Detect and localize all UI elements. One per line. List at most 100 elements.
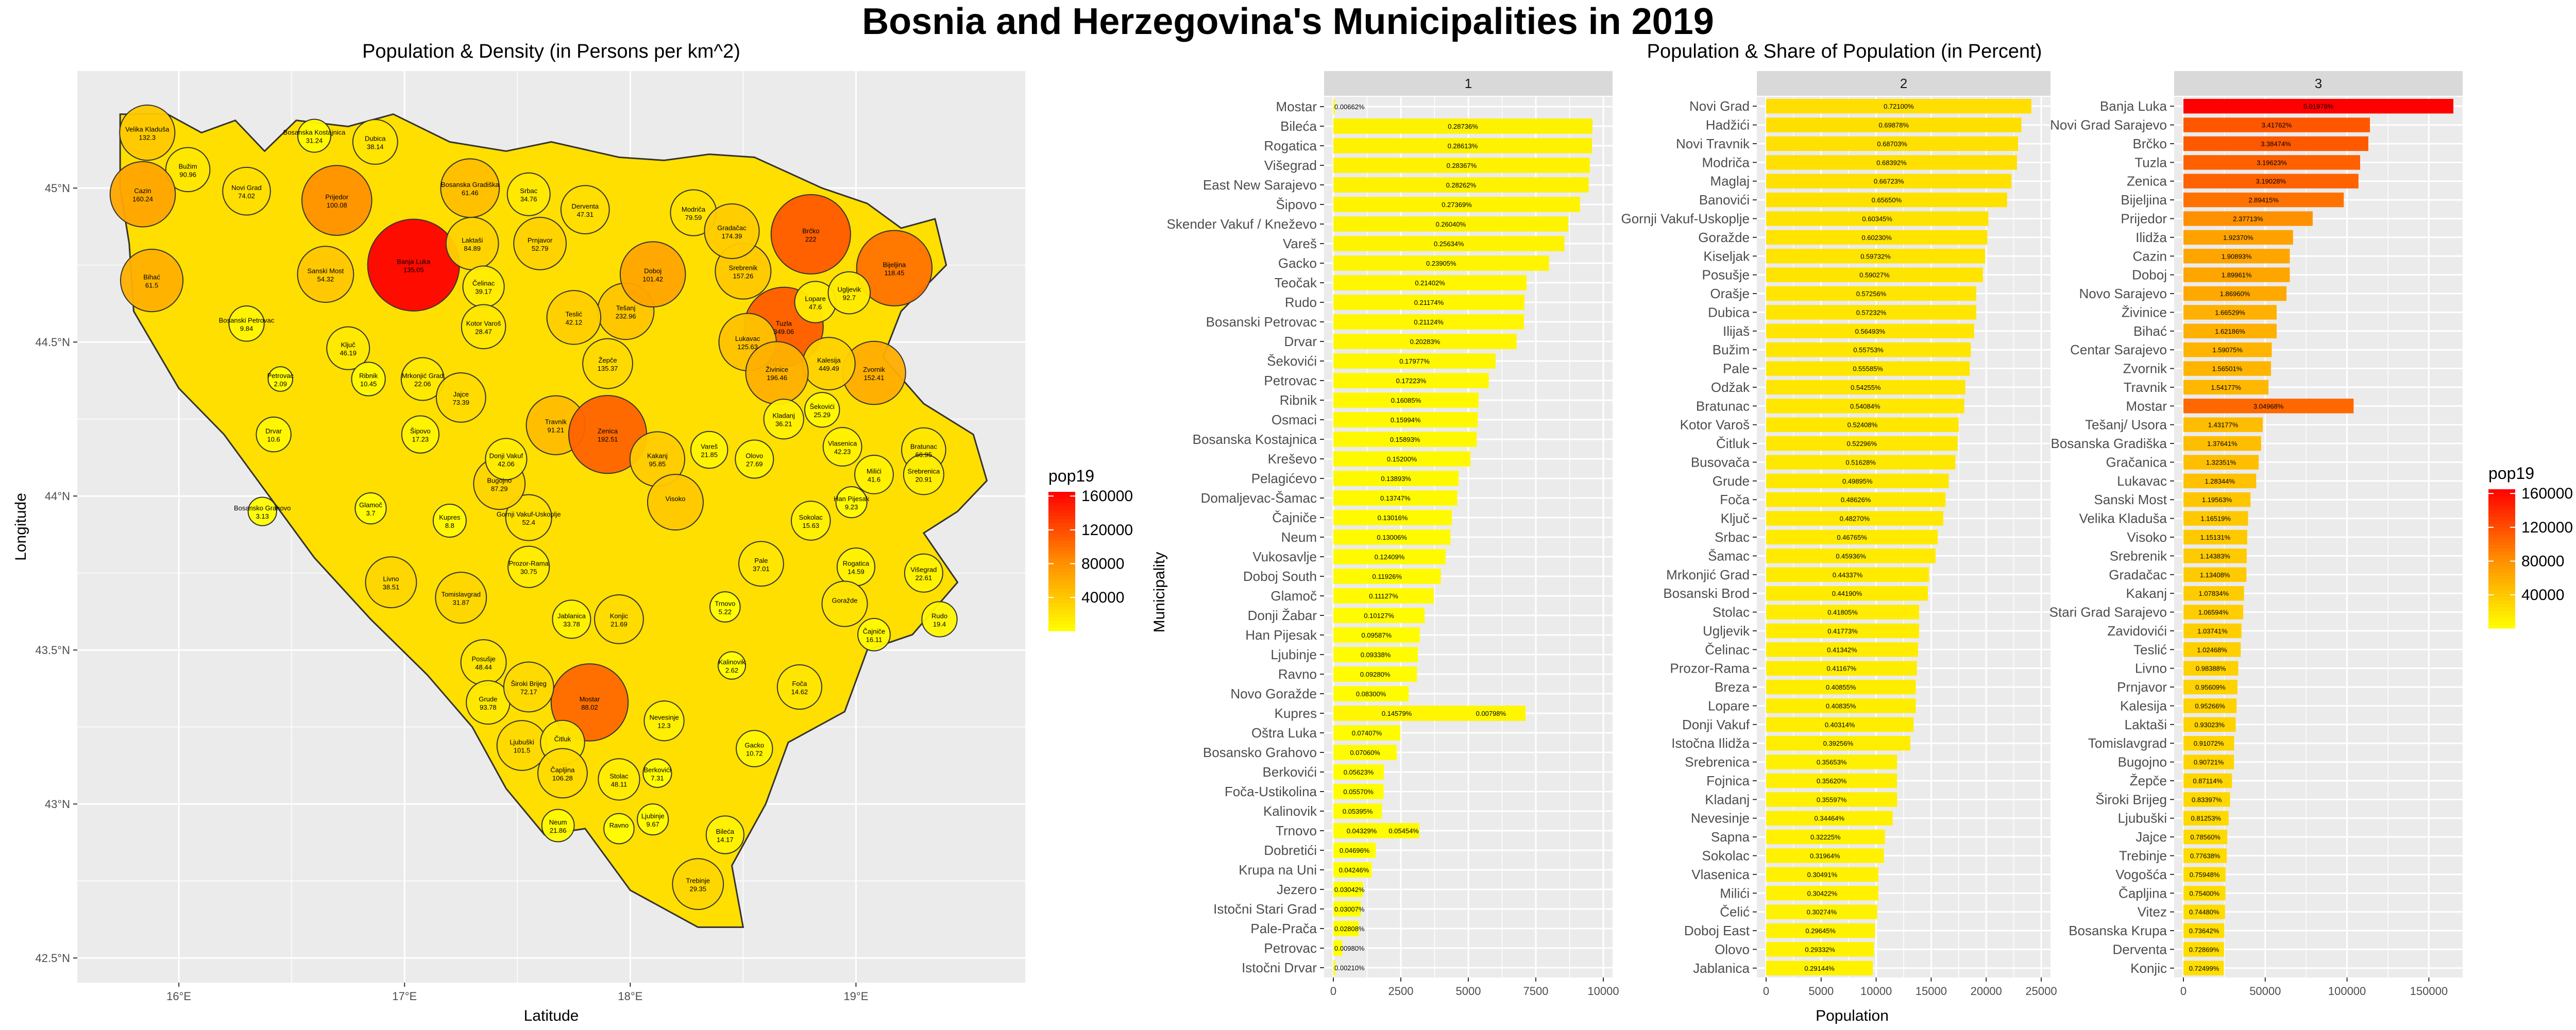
bar [1333, 275, 1527, 290]
municipality-label: Domaljevac-Šamac [1201, 490, 1317, 506]
municipality-density-label: 118.45 [885, 269, 905, 277]
municipality-region [704, 203, 760, 260]
municipality-region [119, 104, 176, 161]
municipality-region [165, 147, 211, 193]
bar [1333, 784, 1384, 799]
municipality-label: Stari Grad Sarajevo [2049, 605, 2167, 620]
municipality-label: Osmaci [1272, 412, 1317, 427]
map-legend-swatch [1048, 606, 1075, 611]
bar-value-label: 0.05395% [1343, 808, 1373, 815]
bar-value-label: 0.77638% [2190, 852, 2221, 860]
municipality-name-label: Bijeljina [883, 261, 906, 269]
municipality-region [598, 758, 640, 801]
bar [1766, 773, 1897, 788]
municipality-label: Banja Luka [2100, 98, 2167, 114]
bar-value-label: 0.35653% [1817, 759, 1847, 766]
municipality-density-label: 48.11 [611, 780, 628, 788]
municipality-label: Lukavac [2117, 473, 2167, 489]
municipality-label: Grude [1713, 473, 1750, 489]
bar [2183, 829, 2228, 845]
municipality-density-label: 93.78 [480, 703, 497, 711]
municipality-name-label: Brčko [802, 227, 819, 235]
municipality-label: Dubica [1708, 304, 1750, 320]
bar-value-label: 0.72499% [2189, 965, 2219, 972]
bar [2183, 267, 2290, 282]
municipality-label: Novi Grad [1689, 98, 1750, 114]
municipality-region [736, 730, 773, 767]
bar [1333, 451, 1471, 467]
bar-value-label: 0.28613% [1448, 142, 1478, 150]
municipality-name-label: Kladanj [773, 412, 795, 420]
bar-value-label: 1.62186% [2215, 328, 2245, 335]
bar-value-label: 0.65650% [1872, 196, 1902, 204]
facet-strip-label: 3 [2315, 76, 2322, 91]
municipality-density-label: 7.31 [651, 774, 664, 782]
map-y-tick-label: 42.5°N [35, 952, 70, 965]
municipality-name-label: Višegrad [910, 566, 937, 574]
municipality-density-label: 33.78 [563, 620, 580, 628]
municipality-name-label: Ravno [609, 821, 629, 829]
bar-value-label: 0.30491% [1807, 871, 1838, 879]
bar [1766, 829, 1885, 845]
bar [2183, 698, 2237, 713]
municipality-density-label: 36.21 [775, 420, 792, 428]
bar-legend-swatch [2488, 531, 2515, 535]
municipality-label: Doboj [2132, 267, 2167, 283]
municipality-name-label: Trnovo [715, 599, 735, 607]
municipality-name-label: Srebrenica [907, 467, 940, 475]
bar [1766, 586, 1928, 601]
bar-value-label: 0.05570% [1343, 788, 1374, 796]
bar [1766, 529, 1938, 545]
municipality-label: Goražde [1698, 230, 1750, 245]
bar-value-label: 0.31964% [1810, 852, 1840, 860]
municipality-density-label: 349.06 [773, 328, 794, 335]
municipality-label: Novi Grad Sarajevo [2050, 117, 2167, 133]
municipality-region [709, 591, 741, 623]
municipality-name-label: Teslić [566, 310, 583, 318]
bar-value-label: 1.54177% [2211, 384, 2241, 391]
municipality-region [505, 494, 552, 541]
municipality-label: Šipovo [1276, 197, 1317, 212]
bar-legend-swatch [2488, 617, 2515, 622]
bar-legend-swatch [2488, 593, 2515, 597]
municipality-label: Odžak [1711, 380, 1750, 395]
municipality-name-label: Prijedor [325, 193, 348, 201]
bar-value-label: 1.32351% [2206, 458, 2236, 466]
municipality-label: Donji Žabar [1248, 608, 1317, 623]
bar-legend-swatch [2488, 607, 2515, 611]
municipality-label: Kladanj [1705, 792, 1750, 807]
bar [1766, 399, 1964, 414]
bar [1766, 380, 1965, 395]
municipality-region [552, 599, 591, 639]
bar-value-label: 1.14383% [2200, 552, 2230, 560]
municipality-density-label: 192.51 [598, 436, 618, 443]
municipality-region [541, 809, 575, 843]
bar-value-label: 1.06594% [2198, 609, 2229, 616]
municipality-density-label: 28.47 [475, 328, 492, 335]
municipality-label: Tuzla [2134, 154, 2167, 170]
map-legend-swatch [1048, 564, 1075, 569]
bar-value-label: 0.68703% [1877, 140, 1907, 148]
bar [1766, 267, 1983, 282]
municipality-density-label: 21.69 [611, 620, 628, 628]
municipality-label: Trebinje [2119, 848, 2167, 864]
municipality-region [717, 651, 747, 680]
municipality-region [222, 166, 271, 216]
bar [1333, 432, 1477, 447]
municipality-name-label: Bileća [716, 828, 735, 835]
municipality-density-label: 9.84 [240, 324, 253, 332]
bar-legend-swatch [2488, 562, 2515, 566]
map-y-tick-label: 45°N [45, 182, 70, 195]
municipality-density-label: 14.17 [717, 836, 734, 844]
bar [1766, 567, 1929, 582]
municipality-name-label: Kalinovik [718, 658, 745, 666]
municipality-region [763, 399, 804, 440]
municipality-label: Pale [1723, 361, 1750, 376]
bar-value-label: 0.55585% [1853, 365, 1883, 373]
municipality-label: Skender Vakuf / Kneževo [1167, 216, 1317, 232]
municipality-region [642, 758, 672, 788]
municipality-density-label: 42.12 [566, 318, 583, 326]
municipality-label: Gradačac [2109, 567, 2167, 582]
bar [2183, 211, 2313, 226]
municipality-density-label: 87.29 [491, 485, 508, 492]
